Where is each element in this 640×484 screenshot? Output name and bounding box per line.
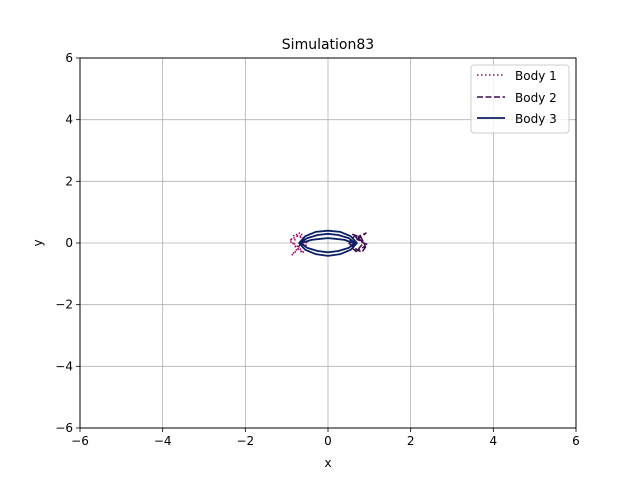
legend-box — [470, 64, 570, 134]
series-line-body-2 — [348, 232, 369, 254]
x-axis-label: x — [324, 456, 331, 470]
legend-label-body-1: Body 1 — [515, 69, 557, 83]
y-tick-label: 6 — [65, 51, 73, 65]
chart-title: Simulation83 — [282, 37, 374, 53]
y-tick-label: 0 — [65, 236, 73, 250]
legend-label-body-2: Body 2 — [515, 91, 557, 105]
y-tick-label: 2 — [65, 174, 73, 188]
x-tick-label: 6 — [572, 434, 580, 448]
legend: Body 1 Body 2 Body 3 — [470, 64, 570, 134]
x-tick-label: −6 — [71, 434, 89, 448]
legend-label-body-3: Body 3 — [515, 112, 557, 126]
x-tick-label: 0 — [324, 434, 332, 448]
x-tick-label: −4 — [154, 434, 172, 448]
y-tick-label: −4 — [55, 359, 73, 373]
ticks: −6 −4 −2 0 2 4 6 −6 −4 −2 0 2 4 6 — [55, 51, 580, 448]
x-tick-label: −2 — [236, 434, 254, 448]
series-line-body-3 — [298, 229, 358, 257]
y-axis-label: y — [31, 239, 45, 246]
x-tick-label: 4 — [490, 434, 498, 448]
y-tick-label: 4 — [65, 113, 73, 127]
plot-lines — [289, 229, 369, 257]
y-tick-label: −6 — [55, 421, 73, 435]
x-tick-label: 2 — [407, 434, 415, 448]
y-tick-label: −2 — [55, 298, 73, 312]
